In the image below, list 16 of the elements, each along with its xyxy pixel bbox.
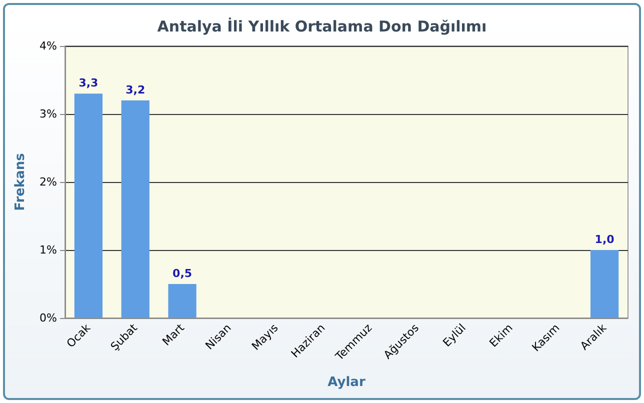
data-label: 3,2 <box>126 83 146 96</box>
bar <box>590 250 619 318</box>
y-tick-label: 4% <box>40 40 57 52</box>
bar <box>121 100 150 318</box>
y-tick-label: 3% <box>40 108 57 120</box>
data-label: 1,0 <box>594 233 615 246</box>
y-axis-title: Frekans <box>13 152 28 211</box>
y-tick-label: 0% <box>40 312 57 324</box>
x-axis-title: Aylar <box>328 375 366 390</box>
y-tick-label: 1% <box>40 244 57 256</box>
bar <box>168 284 196 318</box>
data-label: 3,3 <box>78 76 98 90</box>
bar <box>74 94 103 318</box>
chart-title: Antalya İli Yıllık Ortalama Don Dağılımı <box>157 18 487 36</box>
y-tick-label: 2% <box>40 176 57 188</box>
data-label: 0,5 <box>172 267 192 280</box>
